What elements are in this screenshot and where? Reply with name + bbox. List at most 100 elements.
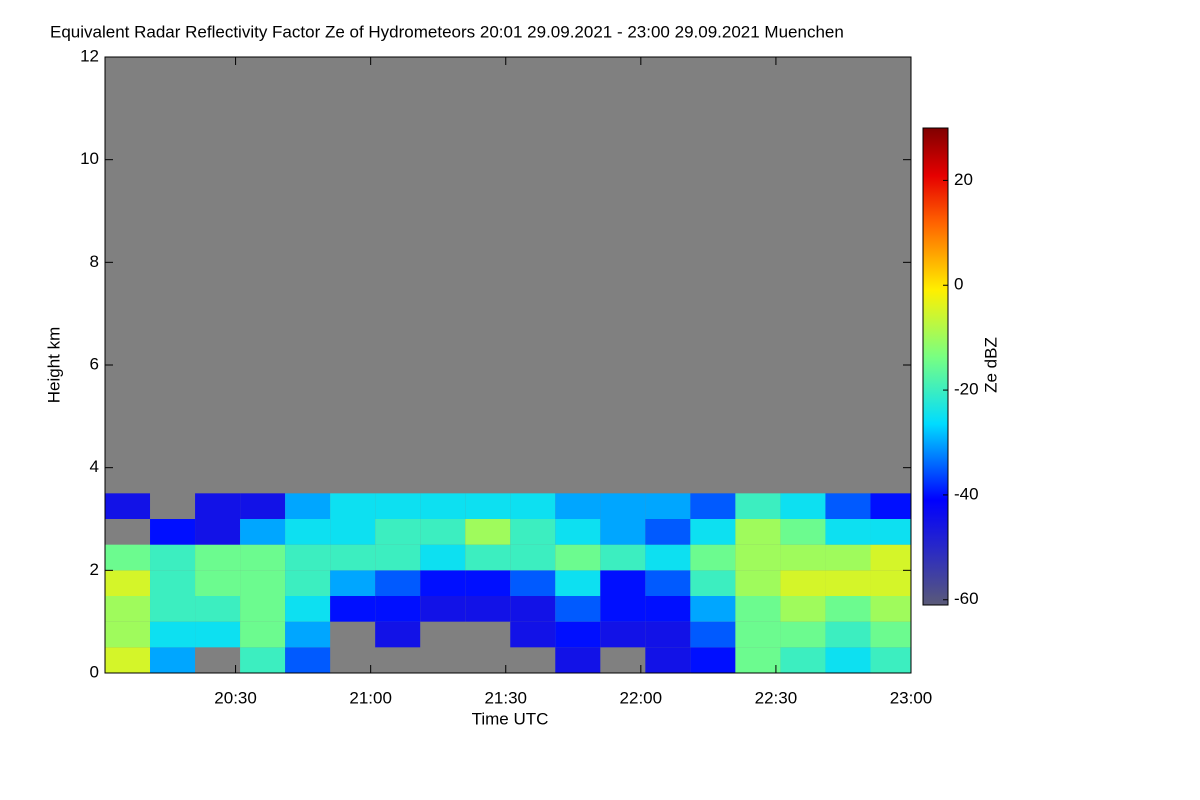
heatmap-cell [780,596,826,622]
heatmap-cell [690,493,736,519]
colorbar [922,127,949,606]
heatmap-cell [735,596,781,622]
heatmap-cell [735,647,781,673]
heatmap-cell [330,493,376,519]
heatmap-cell [825,493,871,519]
heatmap-cell [555,570,601,596]
heatmap-cell [285,519,331,545]
heatmap-cell [465,596,511,622]
y-tick-label: 2 [90,560,99,579]
heatmap-cell [195,570,241,596]
heatmap-cell [195,621,241,648]
heatmap-cell [150,596,196,622]
heatmap-cell [330,596,376,622]
chart-title: Equivalent Radar Reflectivity Factor Ze … [50,22,844,41]
heatmap-cell [870,519,911,545]
heatmap-cell [240,621,286,648]
colorbar-label: Ze dBZ [981,337,1000,393]
y-axis-label: Height km [44,327,63,404]
heatmap-cell [150,647,196,673]
y-tick-label: 4 [90,457,99,476]
x-tick-label: 21:00 [349,688,392,707]
heatmap-cell [375,596,421,622]
heatmap-cell [195,596,241,622]
heatmap-cell [240,544,286,571]
y-tick-label: 8 [90,252,99,271]
heatmap-cell [555,493,601,519]
heatmap-cell [465,519,511,545]
heatmap-cell [690,570,736,596]
heatmap-cell [330,519,376,545]
colorbar-tick-label: -60 [954,589,979,608]
heatmap-cell [105,570,151,596]
y-tick-label: 12 [80,46,99,65]
heatmap-cell [645,621,691,648]
heatmap-cell [780,570,826,596]
heatmap-cell [195,493,241,519]
heatmap-cell [375,621,421,648]
heatmap-cell [465,570,511,596]
heatmap-cell [375,493,421,519]
y-tick-label: 0 [90,662,99,681]
heatmap-cell [645,596,691,622]
heatmap-cell [870,493,911,519]
heatmap-cell [690,647,736,673]
heatmap-cell [240,596,286,622]
heatmap-cell [600,493,646,519]
heatmap-cell [600,570,646,596]
heatmap-cell [870,647,911,673]
heatmap-cell [465,493,511,519]
heatmap-cell [600,544,646,571]
x-tick-label: 21:30 [484,688,527,707]
heatmap-cell [555,647,601,673]
heatmap-cell [735,544,781,571]
colorbar-tick-label: -40 [954,484,979,503]
x-tick-label: 23:00 [890,688,933,707]
heatmap-cell [510,544,556,571]
heatmap-cell [420,596,466,622]
heatmap-cell [150,544,196,571]
heatmap-cell [825,570,871,596]
heatmap-cell [690,621,736,648]
heatmap-cell [690,519,736,545]
heatmap-cell [735,519,781,545]
heatmap-cell [240,570,286,596]
heatmap-cell [420,570,466,596]
heatmap-cell [780,519,826,545]
heatmap-cell [420,519,466,545]
heatmap-cell [645,519,691,545]
colorbar-tick-label: 20 [954,170,973,189]
heatmap-cell [825,596,871,622]
heatmap-cell [330,544,376,571]
heatmap-cell [240,493,286,519]
heatmap-cell [105,544,151,571]
heatmap-cell [735,493,781,519]
heatmap-cell [510,570,556,596]
heatmap-cell [735,621,781,648]
heatmap-cell [240,647,286,673]
heatmap-cell [600,596,646,622]
heatmap-cell [690,596,736,622]
heatmap-cell [510,493,556,519]
colorbar-tick-label: -20 [954,380,979,399]
heatmap-cell [420,493,466,519]
heatmap-cell [555,544,601,571]
y-tick-label: 10 [80,149,99,168]
heatmap-cell [825,621,871,648]
heatmap-cell [600,519,646,545]
heatmap-cell [780,493,826,519]
heatmap-cell [105,647,151,673]
heatmap-cell [510,621,556,648]
heatmap-cell [420,544,466,571]
heatmap-cell [285,596,331,622]
heatmap-cell [375,519,421,545]
heatmap-cell [510,596,556,622]
heatmap-cell [465,544,511,571]
heatmap-cell [825,647,871,673]
heatmap-cell [240,519,286,545]
heatmap-cell [150,570,196,596]
heatmap-cell [105,621,151,648]
heatmap-cell [645,570,691,596]
heatmap-cell [285,544,331,571]
